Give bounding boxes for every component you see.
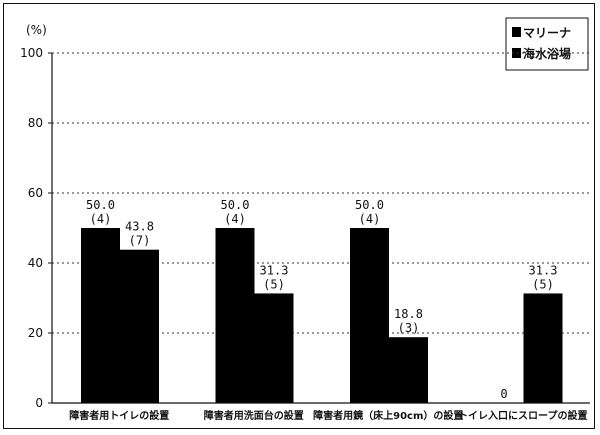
legend-swatch-marina: [512, 27, 521, 37]
legend-swatch-beach: [512, 48, 521, 58]
data-label-count: (7): [129, 234, 151, 248]
data-label-value: 43.8: [125, 220, 154, 234]
bar-beach: [523, 293, 563, 403]
data-label-value: 50.0: [86, 198, 115, 212]
y-axis-unit-label: (%): [26, 23, 47, 37]
category-labels: 障害者用トイレの設置 障害者用洗面台の設置 障害者用鏡（床上90cm）の設置トイレ入…: [69, 409, 587, 422]
data-label-count: (4): [359, 212, 381, 226]
category-label: 障害者用洗面台の設置: [204, 409, 304, 422]
data-label-value: 31.3: [529, 263, 558, 277]
y-tick-label: 0: [35, 396, 43, 410]
data-label-value: 31.3: [260, 263, 289, 277]
data-label-count: (4): [90, 212, 112, 226]
data-label-count: (5): [263, 277, 285, 291]
legend: マリーナ 海水浴場: [505, 17, 589, 71]
data-label-value: 18.8: [394, 307, 423, 321]
data-label-value: 0: [500, 387, 507, 401]
category-label: トイレ入口にスロープの設置: [458, 409, 587, 422]
bar-marina: [81, 228, 120, 403]
y-tick-label: 40: [28, 256, 43, 270]
legend-box: [505, 17, 589, 71]
data-label-count: (5): [532, 277, 554, 291]
bars: [81, 228, 563, 403]
data-labels: 50.0(4)43.8(7)50.0(4)31.3(5)50.0(4)18.8(…: [86, 198, 557, 401]
y-tick-label: 60: [28, 186, 43, 200]
bar-marina: [215, 228, 255, 403]
bar-beach: [389, 337, 428, 403]
y-axis-ticks: 0 20 40 60 80 100: [20, 46, 52, 410]
legend-label-marina: マリーナ: [523, 26, 571, 40]
bar-beach: [120, 249, 159, 403]
y-tick-label: 100: [20, 46, 43, 60]
data-label-count: (4): [224, 212, 246, 226]
y-tick-label: 80: [28, 116, 43, 130]
category-label: 障害者用トイレの設置: [69, 409, 169, 422]
bar-beach: [254, 293, 294, 403]
data-label-value: 50.0: [355, 198, 384, 212]
data-label-value: 50.0: [221, 198, 250, 212]
y-tick-label: 20: [28, 326, 43, 340]
data-label-count: (3): [398, 321, 420, 335]
chart-frame: (%) マリーナ 海水浴場 0 20 40 60 80 100 50.0 (4) 43.8 (7…: [3, 3, 595, 429]
bar-marina: [350, 228, 389, 403]
category-label: 障害者用鏡（床上90cm）の設置: [313, 409, 463, 422]
